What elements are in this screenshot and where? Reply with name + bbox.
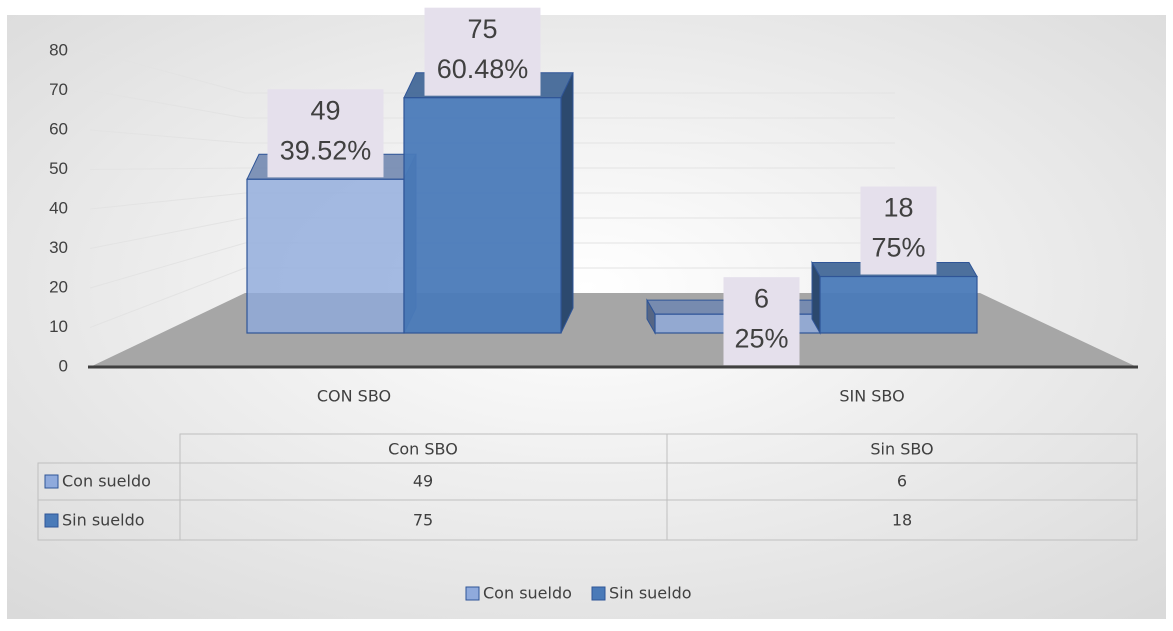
- grid-line: [89, 90, 895, 119]
- grid-line: [89, 192, 895, 210]
- y-tick-label: 30: [49, 238, 68, 257]
- table-header: Sin SBO: [870, 440, 933, 459]
- table-row-label: Sin sueldo: [62, 511, 145, 530]
- bar-group: [403, 72, 574, 334]
- legend-swatch: [465, 586, 480, 601]
- legend-swatch: [591, 586, 606, 601]
- bar: [819, 275, 978, 334]
- grid-line: [89, 129, 895, 144]
- y-tick-label: 40: [49, 198, 68, 217]
- table-cell: 49: [413, 472, 433, 491]
- grid-line: [89, 50, 895, 94]
- table-border: [37, 462, 181, 541]
- grid-line: [89, 217, 895, 249]
- data-table: Con SBO Sin SBO Con sueldo 49 6 Sin sueldo 75 1…: [37, 433, 1138, 541]
- data-label-box: [723, 277, 800, 366]
- table-cell: 6: [897, 472, 907, 491]
- data-label-percent: 75%: [871, 233, 925, 263]
- bar-group: [246, 153, 417, 334]
- y-tick-label: 0: [59, 356, 68, 375]
- data-label-percent: 39.52%: [280, 135, 372, 165]
- data-label-box: [424, 7, 541, 96]
- data-label-box: [860, 186, 937, 275]
- table-cell: 18: [892, 511, 912, 530]
- legend-swatch: [44, 513, 59, 528]
- y-tick-label: 50: [49, 159, 68, 178]
- x-tick-label: SIN SBO: [839, 387, 904, 406]
- legend-swatch: [44, 474, 59, 489]
- y-tick-label: 70: [49, 80, 68, 99]
- table-row-label: Con sueldo: [62, 472, 151, 491]
- y-tick-label: 80: [49, 40, 68, 59]
- x-tick-label: CON SBO: [317, 387, 391, 406]
- bar: [246, 178, 405, 334]
- bar: [403, 97, 562, 334]
- grid-line: [89, 242, 895, 289]
- grid-line: [89, 267, 895, 328]
- grid-line: [89, 167, 895, 170]
- y-tick-label: 20: [49, 277, 68, 296]
- data-label-box: [267, 89, 384, 178]
- data-label: 49: [310, 95, 340, 125]
- y-tick-label: 10: [49, 317, 68, 336]
- table-cell: 75: [413, 511, 433, 530]
- data-label: 18: [883, 193, 913, 223]
- legend-label: Sin sueldo: [609, 584, 692, 603]
- table-header: Con SBO: [388, 440, 458, 459]
- data-label: 6: [754, 283, 769, 313]
- y-tick-label: 60: [49, 119, 68, 138]
- legend-label: Con sueldo: [483, 584, 572, 603]
- data-label: 75: [467, 14, 497, 44]
- bar-side: [560, 72, 574, 334]
- data-label-percent: 25%: [734, 323, 788, 353]
- data-label-percent: 60.48%: [437, 54, 529, 84]
